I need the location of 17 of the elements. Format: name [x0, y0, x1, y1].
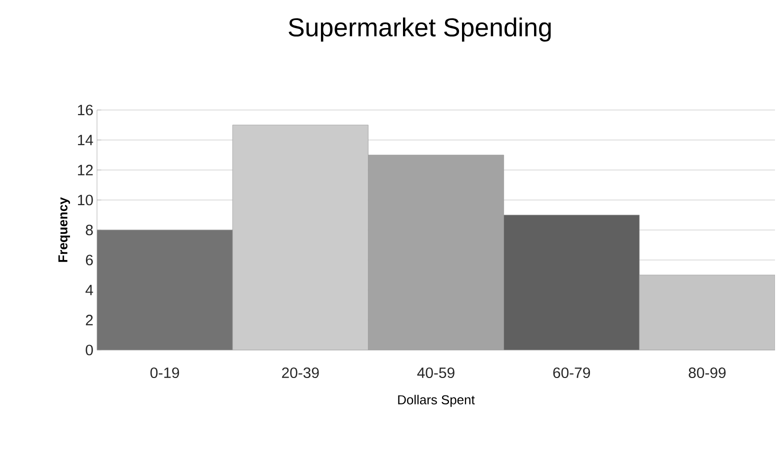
y-tick-label: 6: [86, 254, 93, 266]
chart-title: Supermarket Spending: [288, 18, 551, 42]
y-tick-label: 12: [78, 164, 93, 176]
y-tick-label: 10: [78, 194, 93, 206]
x-tick-label: 0-19: [150, 367, 180, 378]
x-tick-label: 60-79: [553, 367, 590, 378]
y-tick-label: 16: [78, 104, 93, 116]
y-tick-label: 4: [86, 284, 94, 296]
x-tick-label: 80-99: [688, 367, 726, 378]
x-axis-title: Dollars Spent: [398, 394, 475, 407]
y-tick-label: 14: [78, 134, 94, 146]
y-tick-label: 0: [86, 344, 93, 356]
y-axis-title: Frequency: [58, 197, 70, 262]
x-tick-label: 20-39: [282, 367, 319, 378]
x-tick-label: 40-59: [417, 367, 454, 378]
y-tick-label: 2: [86, 314, 93, 326]
y-tick-label: 8: [86, 224, 93, 236]
